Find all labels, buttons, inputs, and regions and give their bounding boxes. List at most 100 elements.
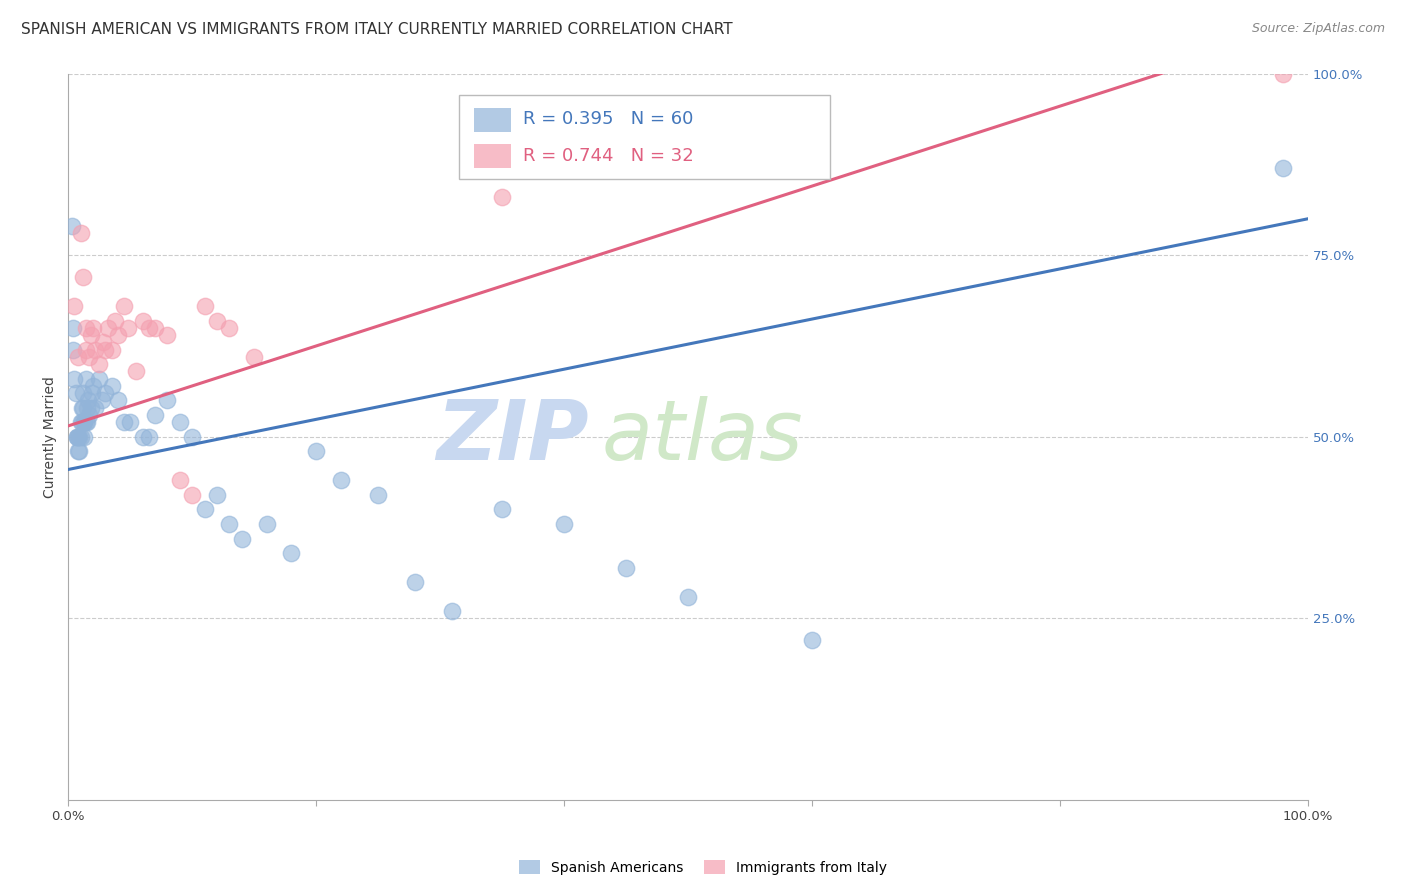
Point <box>131 313 153 327</box>
Point <box>79 328 101 343</box>
Point <box>73 415 96 429</box>
Point <box>491 190 513 204</box>
Point <box>193 299 215 313</box>
Point <box>367 488 389 502</box>
Point <box>143 321 166 335</box>
Text: R = 0.395   N = 60: R = 0.395 N = 60 <box>523 111 693 128</box>
Point <box>404 575 426 590</box>
Point <box>800 633 823 648</box>
Point <box>107 393 129 408</box>
FancyBboxPatch shape <box>458 95 831 179</box>
Point <box>66 430 89 444</box>
Point <box>112 415 135 429</box>
Point <box>72 269 94 284</box>
Point <box>73 415 96 429</box>
Point <box>218 321 240 335</box>
Point <box>69 227 91 241</box>
Point <box>91 335 114 350</box>
Point <box>1271 161 1294 175</box>
Point <box>156 328 179 343</box>
Point <box>553 516 575 531</box>
Point <box>94 386 117 401</box>
Point <box>82 379 104 393</box>
Point <box>491 502 513 516</box>
Point <box>125 364 148 378</box>
Point <box>104 313 127 327</box>
Point <box>305 444 328 458</box>
Legend: Spanish Americans, Immigrants from Italy: Spanish Americans, Immigrants from Italy <box>513 855 893 880</box>
Point <box>100 343 122 357</box>
Point <box>72 401 94 415</box>
Point <box>329 474 352 488</box>
Text: atlas: atlas <box>602 396 803 477</box>
Point <box>62 343 84 357</box>
Point <box>89 357 111 371</box>
Point <box>94 343 117 357</box>
Point <box>169 415 191 429</box>
Text: SPANISH AMERICAN VS IMMIGRANTS FROM ITALY CURRENTLY MARRIED CORRELATION CHART: SPANISH AMERICAN VS IMMIGRANTS FROM ITAL… <box>21 22 733 37</box>
Point <box>67 350 90 364</box>
Point <box>90 393 112 408</box>
Y-axis label: Currently Married: Currently Married <box>44 376 58 498</box>
Point <box>69 415 91 429</box>
Point <box>69 430 91 444</box>
Point <box>218 516 240 531</box>
Point <box>84 401 107 415</box>
Point <box>67 444 90 458</box>
Point <box>143 408 166 422</box>
Point <box>243 350 266 364</box>
Point <box>67 444 90 458</box>
FancyBboxPatch shape <box>474 108 510 132</box>
Point <box>67 430 90 444</box>
Point <box>193 502 215 516</box>
Point <box>63 372 86 386</box>
Point <box>79 350 101 364</box>
Point <box>181 488 204 502</box>
Point <box>117 321 139 335</box>
Point <box>120 415 142 429</box>
Point <box>1271 66 1294 80</box>
Point <box>256 516 278 531</box>
Text: ZIP: ZIP <box>436 396 589 477</box>
Point <box>72 386 94 401</box>
Point <box>280 546 302 560</box>
Point <box>84 343 107 357</box>
Point <box>79 401 101 415</box>
Text: Source: ZipAtlas.com: Source: ZipAtlas.com <box>1251 22 1385 36</box>
Point <box>62 321 84 335</box>
Point <box>75 321 97 335</box>
Text: R = 0.744   N = 32: R = 0.744 N = 32 <box>523 146 693 165</box>
Point <box>65 386 87 401</box>
Point <box>66 430 89 444</box>
Point <box>89 372 111 386</box>
Point <box>205 313 228 327</box>
Point <box>60 219 83 233</box>
Point <box>205 488 228 502</box>
Point <box>82 321 104 335</box>
FancyBboxPatch shape <box>474 144 510 168</box>
Point <box>75 372 97 386</box>
Point <box>63 299 86 313</box>
Point <box>614 560 637 574</box>
Point <box>70 401 93 415</box>
Point <box>138 321 160 335</box>
Point <box>138 430 160 444</box>
Point <box>231 532 253 546</box>
Point <box>100 379 122 393</box>
Point <box>441 604 464 618</box>
Point <box>107 328 129 343</box>
Point <box>156 393 179 408</box>
Point <box>70 415 93 429</box>
Point <box>75 343 97 357</box>
Point <box>181 430 204 444</box>
Point <box>75 415 97 429</box>
Point <box>676 590 699 604</box>
Point <box>76 401 98 415</box>
Point <box>112 299 135 313</box>
Point <box>67 430 90 444</box>
Point <box>169 474 191 488</box>
Point <box>131 430 153 444</box>
Point <box>79 408 101 422</box>
Point <box>73 430 96 444</box>
Point <box>80 386 103 401</box>
